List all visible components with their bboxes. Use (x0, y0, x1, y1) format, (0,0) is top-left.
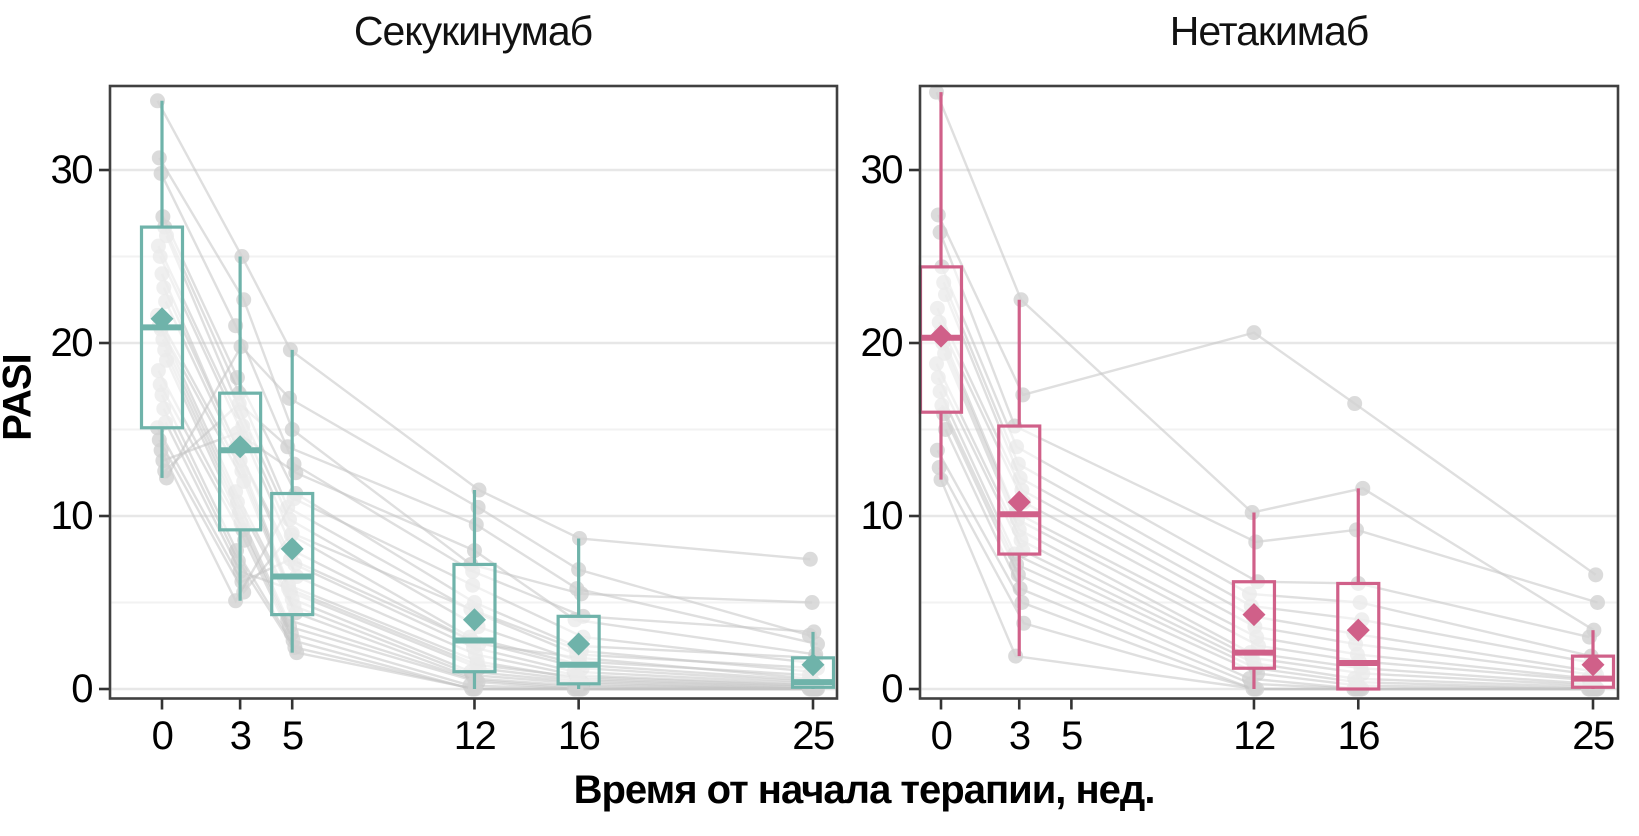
x-tick-label: 0 (930, 713, 953, 758)
patient-data-dot (1581, 629, 1597, 645)
patient-data-dot (931, 460, 947, 476)
mean-diamond (462, 608, 486, 632)
panel-title-secukinumab: Секукинумаб (353, 8, 593, 54)
y-axis-title: PASI (0, 354, 40, 441)
mean-diamond (567, 632, 591, 656)
mean-diamond (801, 653, 825, 677)
patient-data-dot (1014, 595, 1030, 610)
patient-data-dot (288, 465, 304, 481)
patient-data-dot (1246, 325, 1262, 341)
mean-diamond (1346, 618, 1370, 642)
patient-trajectory-line (165, 344, 810, 637)
patient-data-dot (236, 292, 252, 308)
y-tick-label: 20 (860, 321, 904, 365)
patient-data-dot (1008, 648, 1024, 664)
x-tick-label: 12 (1233, 713, 1276, 758)
mean-diamond (1007, 490, 1031, 514)
x-tick-label: 5 (281, 713, 304, 758)
patient-trajectory-line (156, 427, 811, 680)
x-tick-label: 5 (1061, 713, 1083, 758)
x-tick-label: 3 (1008, 713, 1031, 758)
patient-data-dot (151, 150, 167, 166)
patient-trajectory-line (160, 449, 815, 665)
panel-border (108, 84, 839, 700)
patient-data-dot (569, 581, 585, 597)
x-tick-label: 3 (229, 713, 252, 758)
patient-data-dot (1588, 567, 1604, 583)
mean-diamond (1581, 653, 1605, 677)
patient-data-dot (1590, 595, 1605, 610)
y-tick-label: 10 (50, 494, 94, 538)
mean-diamond (228, 435, 252, 459)
patient-data-dot (1347, 396, 1363, 412)
patient-data-dot (1348, 522, 1364, 538)
patient-data-dot (470, 499, 486, 515)
mean-diamond (1242, 603, 1266, 627)
patient-trajectory-line (158, 439, 813, 673)
patient-data-dot (804, 595, 820, 610)
y-tick-label: 30 (860, 148, 904, 192)
patient-trajectory-line (163, 226, 818, 670)
patient-data-dot (282, 342, 298, 358)
patient-trajectory-line (160, 172, 814, 634)
y-tick-label: 30 (50, 148, 94, 192)
patient-data-dot (929, 442, 945, 458)
y-tick-label: 10 (860, 494, 904, 538)
panel-title-netakimab: Нетакимаб (1169, 8, 1369, 54)
patient-data-dot (802, 551, 818, 567)
x-tick-label: 25 (1572, 713, 1615, 758)
box-iqr (218, 391, 263, 532)
patient-data-dot (468, 517, 484, 533)
box-iqr (997, 424, 1042, 556)
box-iqr (452, 562, 497, 674)
patient-data-dot (930, 207, 946, 223)
patient-data-dot (282, 390, 297, 406)
y-tick-label: 0 (71, 667, 93, 711)
x-tick-label: 16 (1337, 713, 1381, 758)
x-tick-label: 12 (453, 713, 497, 758)
patient-data-dot (1249, 681, 1265, 697)
mean-diamond (280, 537, 304, 561)
patient-trajectory-line (162, 408, 817, 691)
patient-trajectory-line (161, 216, 816, 660)
mean-diamond (150, 307, 174, 331)
patient-trajectory-line (164, 422, 809, 687)
panel-border (918, 84, 1620, 700)
patient-data-dot (1248, 534, 1264, 550)
x-tick-label: 25 (792, 713, 835, 758)
patient-data-dot (1015, 387, 1031, 403)
x-tick-label: 16 (557, 713, 601, 758)
mean-diamond (929, 324, 953, 348)
patient-data-dot (234, 249, 250, 264)
y-tick-label: 20 (50, 321, 94, 365)
y-tick-label: 0 (881, 667, 903, 711)
x-axis-title: Время от начала терапии, нед. (573, 768, 1156, 812)
patient-data-dot (801, 627, 817, 643)
patient-data-dot (1013, 292, 1029, 308)
x-tick-label: 0 (151, 713, 174, 758)
patient-trajectory-line (156, 100, 811, 561)
patient-data-dot (1244, 505, 1260, 521)
patient-trajectory-line (158, 157, 813, 604)
